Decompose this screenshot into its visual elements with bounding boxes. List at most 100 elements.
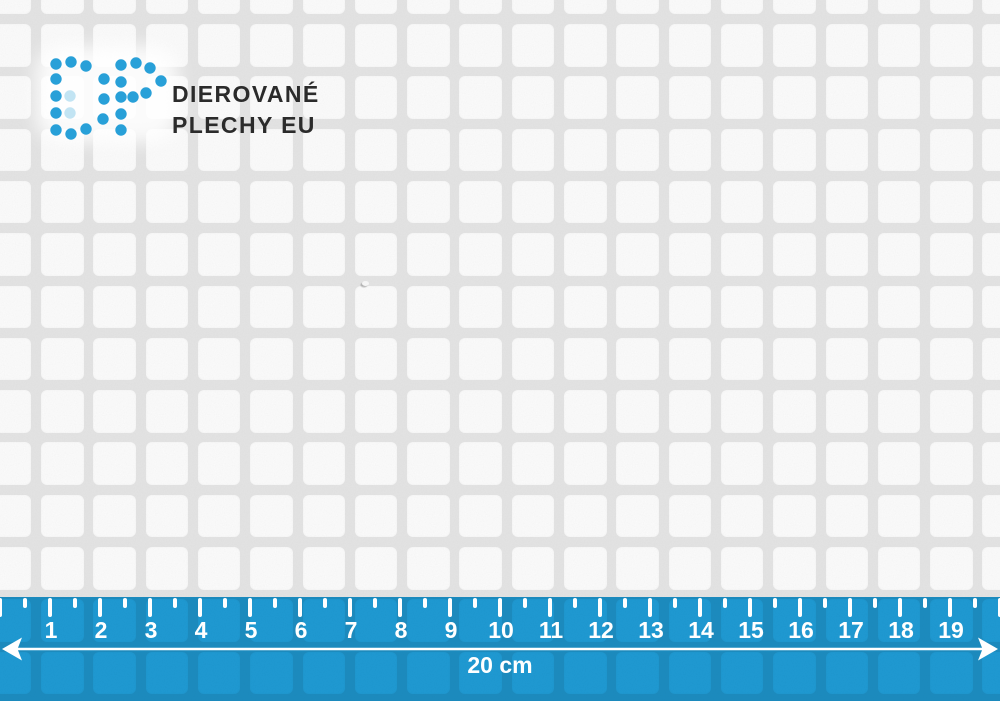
hole — [0, 128, 32, 172]
hole — [41, 0, 84, 15]
hole — [720, 494, 764, 538]
hole — [564, 76, 607, 119]
hole — [250, 180, 293, 224]
hole — [145, 285, 189, 329]
hole — [616, 390, 659, 433]
hole — [877, 76, 921, 119]
hole — [773, 337, 816, 381]
ruler-markings: 1 2 3 4 5 6 7 8 9 10 11 12 13 14 15 16 17 18 19 20 cm — [0, 597, 1000, 701]
ruler-number: 1 — [44, 617, 58, 643]
hole — [93, 180, 136, 224]
ruler-number: 11 — [538, 617, 564, 643]
hole — [511, 128, 555, 172]
hole — [564, 390, 607, 433]
ruler-tick-minor — [773, 598, 777, 608]
hole — [773, 233, 816, 276]
logo-dot — [50, 124, 62, 136]
ruler-tick-major — [248, 598, 252, 617]
logo-dot — [50, 107, 62, 119]
hole — [302, 442, 346, 485]
hole — [0, 0, 32, 15]
hole — [668, 233, 712, 276]
logo-dot — [155, 75, 167, 87]
hole — [41, 180, 84, 224]
ruler-number: 7 — [344, 617, 358, 643]
logo-dot — [80, 60, 92, 72]
hole — [41, 494, 84, 538]
hole — [302, 24, 346, 67]
ruler-number: 17 — [838, 617, 864, 643]
hole — [459, 547, 502, 590]
hole — [197, 547, 241, 590]
hole — [982, 180, 1000, 224]
ruler-tick-minor — [923, 598, 927, 608]
hole — [668, 76, 712, 119]
hole — [145, 0, 189, 15]
hole — [302, 547, 346, 590]
hole — [825, 547, 869, 590]
hole — [930, 337, 973, 381]
hole — [511, 547, 555, 590]
hole — [720, 180, 764, 224]
hole — [0, 24, 32, 67]
hole — [616, 76, 659, 119]
logo-dot — [115, 59, 127, 71]
hole — [145, 494, 189, 538]
ruler-tick-major — [0, 598, 2, 617]
hole — [930, 547, 973, 590]
hole — [720, 390, 764, 433]
hole — [616, 285, 659, 329]
surface-speck — [362, 281, 369, 286]
hole — [145, 180, 189, 224]
hole — [511, 390, 555, 433]
ruler-number: 19 — [938, 617, 964, 643]
logo-dot — [65, 56, 77, 68]
hole — [877, 180, 921, 224]
hole — [354, 233, 398, 276]
hole — [407, 76, 450, 119]
ruler-tick-minor — [873, 598, 877, 608]
hole — [564, 0, 607, 15]
ruler-tick-major — [948, 598, 952, 617]
hole — [616, 442, 659, 485]
hole — [0, 285, 32, 329]
hole — [773, 547, 816, 590]
ruler-tick-minor — [223, 598, 227, 608]
ruler-tick-major — [548, 598, 552, 617]
ruler-tick-major — [148, 598, 152, 617]
hole — [459, 285, 502, 329]
logo-dot — [140, 87, 152, 99]
logo-dot — [50, 73, 62, 85]
hole — [668, 390, 712, 433]
hole — [616, 494, 659, 538]
hole — [825, 442, 869, 485]
hole — [773, 285, 816, 329]
hole — [250, 285, 293, 329]
hole — [407, 442, 450, 485]
hole — [459, 76, 502, 119]
hole — [354, 547, 398, 590]
hole — [459, 128, 502, 172]
hole — [982, 337, 1000, 381]
hole — [93, 233, 136, 276]
hole — [930, 76, 973, 119]
hole — [459, 442, 502, 485]
hole — [825, 76, 869, 119]
ruler-tick-minor — [973, 598, 977, 608]
hole — [564, 494, 607, 538]
ruler-tick-minor — [423, 598, 427, 608]
hole — [773, 390, 816, 433]
hole — [668, 128, 712, 172]
hole — [407, 180, 450, 224]
hole — [564, 285, 607, 329]
hole — [302, 285, 346, 329]
hole — [407, 494, 450, 538]
ruler-tick-minor — [573, 598, 577, 608]
logo-dot — [115, 76, 127, 88]
hole — [773, 76, 816, 119]
logo-dot — [115, 91, 127, 103]
ruler-number: 4 — [194, 617, 208, 643]
hole — [459, 494, 502, 538]
hole — [302, 0, 346, 15]
ruler-tick-major — [398, 598, 402, 617]
